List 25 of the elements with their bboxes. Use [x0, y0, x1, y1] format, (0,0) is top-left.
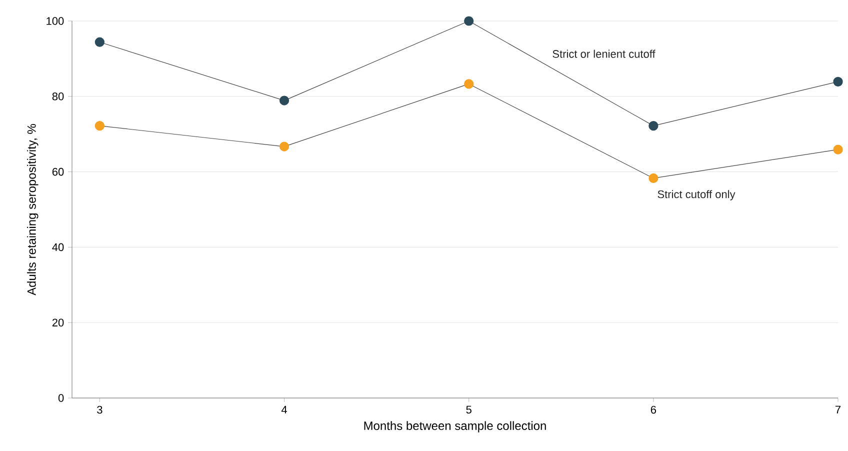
x-tick-label: 5: [466, 406, 472, 414]
point: [833, 144, 843, 154]
x-tick-label: 7: [836, 406, 841, 414]
x-tick-label: 3: [97, 406, 102, 414]
point: [279, 96, 290, 106]
point: [94, 37, 104, 47]
point: [279, 142, 290, 152]
y-tick-label: 100: [46, 17, 64, 25]
y-axis-title: Adults retaining seropositivity, %: [27, 124, 38, 296]
point: [833, 76, 843, 86]
point: [94, 121, 104, 131]
y-tick-label: 60: [52, 168, 64, 176]
x-axis-title: Months between sample collection: [364, 421, 546, 432]
point: [648, 121, 658, 131]
x-tick-label: 6: [650, 406, 656, 414]
y-tick-label: 0: [58, 394, 64, 402]
series-label: Strict cutoff only: [658, 190, 736, 200]
y-tick-label: 80: [52, 92, 64, 100]
point: [464, 79, 474, 89]
point: [648, 173, 658, 184]
x-tick-label: 4: [281, 406, 288, 414]
point: [464, 16, 474, 26]
y-tick-label: 20: [52, 318, 64, 326]
y-tick-label: 40: [52, 243, 64, 252]
series-label: Strict or lenient cutoff: [552, 50, 656, 58]
